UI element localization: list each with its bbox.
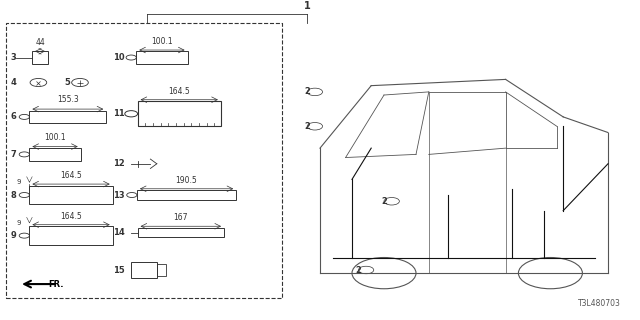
Text: 12: 12 — [113, 159, 125, 168]
Text: 13: 13 — [113, 190, 125, 199]
Bar — [136, 51, 188, 64]
Text: 8: 8 — [10, 190, 16, 199]
Text: 2: 2 — [355, 266, 362, 275]
Text: 167: 167 — [173, 213, 188, 222]
Bar — [6, 23, 282, 298]
Bar — [32, 51, 48, 64]
Bar — [29, 186, 113, 204]
Text: 164.5: 164.5 — [60, 171, 82, 180]
Text: 100.1: 100.1 — [44, 133, 66, 142]
Bar — [29, 226, 113, 245]
Text: 2: 2 — [304, 122, 310, 131]
Bar — [29, 111, 106, 123]
Bar — [29, 148, 81, 161]
Text: 11: 11 — [113, 109, 125, 118]
Text: 6: 6 — [10, 112, 16, 121]
Text: 4: 4 — [10, 78, 16, 87]
Bar — [138, 101, 221, 126]
Text: FR.: FR. — [48, 280, 63, 289]
Text: 7: 7 — [10, 150, 16, 159]
Bar — [137, 190, 236, 200]
Bar — [138, 228, 224, 237]
Text: 1: 1 — [304, 1, 310, 11]
Bar — [157, 264, 166, 276]
Text: 9: 9 — [17, 220, 22, 226]
Text: 14: 14 — [113, 228, 125, 237]
Text: 155.3: 155.3 — [57, 95, 79, 104]
Text: 3: 3 — [10, 53, 16, 62]
Text: 9: 9 — [10, 231, 16, 240]
Bar — [131, 262, 157, 278]
Text: 44: 44 — [35, 37, 45, 47]
Text: 190.5: 190.5 — [176, 176, 197, 185]
Text: 2: 2 — [381, 197, 387, 206]
Text: 5: 5 — [65, 78, 70, 87]
Text: 164.5: 164.5 — [168, 87, 190, 96]
Text: 10: 10 — [113, 53, 125, 62]
Text: T3L480703: T3L480703 — [578, 299, 621, 308]
Text: 9: 9 — [17, 179, 22, 185]
Text: 15: 15 — [113, 266, 125, 275]
Text: 2: 2 — [304, 87, 310, 96]
Text: 100.1: 100.1 — [151, 37, 173, 46]
Text: 164.5: 164.5 — [60, 212, 82, 220]
